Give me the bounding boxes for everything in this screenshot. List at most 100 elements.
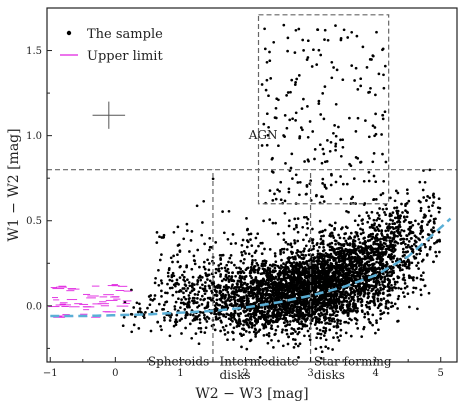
sample-point [393, 240, 397, 243]
sample-point [262, 289, 265, 293]
sample-point [334, 102, 338, 106]
sample-point [319, 336, 323, 340]
sample-point [273, 192, 276, 196]
sample-point [389, 257, 393, 261]
sample-point [250, 263, 254, 266]
sample-point [389, 305, 393, 309]
sample-point [384, 160, 388, 164]
sample-point [285, 266, 288, 270]
sample-point [402, 237, 406, 241]
sample-point [279, 317, 282, 320]
sample-point [333, 248, 337, 251]
sample-point [292, 294, 296, 297]
sample-point [346, 36, 350, 39]
sample-point [155, 241, 159, 244]
sample-point [396, 297, 400, 301]
sample-point [383, 280, 386, 284]
sample-point [304, 244, 308, 248]
sample-point [370, 237, 374, 241]
sample-point [235, 282, 239, 285]
sample-point [308, 120, 312, 123]
sample-point [372, 247, 375, 251]
sample-point [136, 310, 140, 314]
sample-point [368, 216, 371, 220]
sample-point [294, 342, 298, 346]
sample-point [423, 284, 427, 288]
sample-point [314, 283, 317, 287]
sample-point [339, 255, 342, 258]
sample-point [201, 221, 204, 224]
sample-point [388, 293, 392, 297]
sample-point [434, 217, 437, 221]
sample-point [406, 258, 410, 262]
sample-point [187, 297, 191, 301]
sample-point [265, 112, 269, 116]
sample-point [324, 274, 328, 277]
sample-point [320, 301, 324, 305]
sample-point [242, 299, 246, 303]
sample-point [400, 202, 403, 206]
sample-point [401, 268, 404, 272]
sample-point [287, 260, 290, 264]
sample-point [203, 313, 206, 317]
sample-point [326, 347, 330, 350]
sample-point [320, 298, 324, 301]
sample-point [306, 329, 310, 333]
sample-point [281, 317, 285, 321]
sample-point [429, 214, 433, 218]
sample-point [248, 330, 251, 334]
sample-point [326, 139, 329, 142]
sample-point [204, 317, 207, 321]
sample-point [324, 187, 328, 190]
sample-point [346, 308, 350, 312]
sample-point [283, 135, 286, 138]
sample-point [301, 225, 305, 229]
sample-point [171, 293, 175, 297]
sample-point [356, 254, 360, 258]
sample-point [207, 268, 211, 272]
sample-point [339, 37, 343, 40]
sample-point [273, 305, 277, 309]
sample-point [385, 239, 388, 242]
sample-point [190, 267, 194, 271]
sample-point [356, 256, 360, 260]
sample-point [407, 260, 411, 264]
sample-point [336, 319, 340, 323]
sample-point [300, 107, 304, 110]
sample-point [188, 322, 192, 326]
sample-point [257, 244, 260, 248]
sample-point [348, 263, 351, 267]
sample-point [266, 341, 270, 345]
sample-point [122, 315, 126, 319]
sample-point [245, 245, 249, 249]
sample-point [300, 280, 304, 283]
sample-point [313, 269, 316, 273]
sample-point [294, 173, 298, 177]
sample-point [407, 232, 411, 236]
sample-point [291, 117, 294, 121]
sample-point [418, 252, 422, 256]
sample-point [247, 293, 251, 297]
sample-point [366, 220, 370, 224]
typical-error-bar [92, 101, 126, 129]
sample-point [147, 295, 151, 298]
sample-point [322, 303, 326, 307]
sample-point [313, 148, 317, 151]
sample-point [213, 304, 217, 307]
sample-point [328, 318, 331, 322]
sample-point [266, 283, 270, 287]
sample-point [376, 297, 380, 301]
sample-point [268, 286, 271, 289]
sample-point [319, 264, 323, 268]
sample-point [333, 292, 336, 296]
sample-point [203, 242, 206, 246]
sample-point [228, 303, 232, 307]
sample-point [366, 296, 370, 300]
sample-point [326, 271, 330, 274]
sample-point [184, 326, 187, 330]
sample-point [352, 295, 355, 299]
sample-point [283, 114, 287, 117]
sample-point [229, 254, 233, 257]
sample-point [397, 265, 400, 269]
sample-point [359, 84, 363, 88]
